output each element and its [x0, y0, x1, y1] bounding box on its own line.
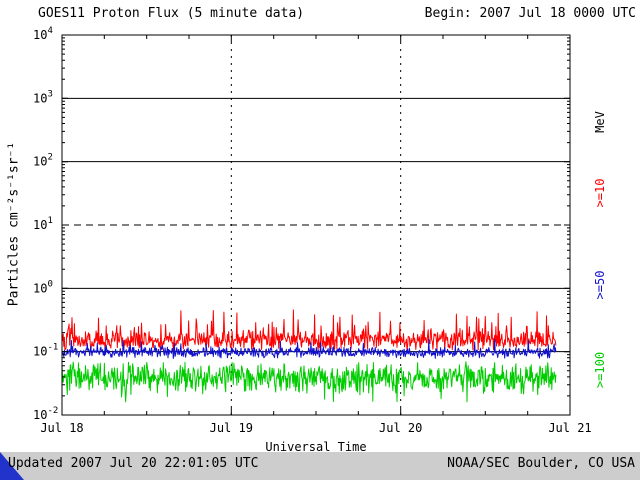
svg-text:Jul 21: Jul 21: [548, 421, 591, 435]
svg-text:102: 102: [33, 153, 53, 169]
corner-triangle-shape: [0, 452, 24, 480]
footer-bar: [0, 452, 640, 480]
y-axis-label: Particles cm⁻²s⁻¹sr⁻¹: [6, 141, 22, 307]
svg-text:10-2: 10-2: [33, 406, 58, 422]
right-axis-unit-label: MeV: [593, 111, 607, 133]
chart-title: GOES11 Proton Flux (5 minute data): [38, 6, 305, 21]
svg-text:103: 103: [33, 89, 53, 105]
svg-text:10-1: 10-1: [33, 343, 58, 359]
svg-text:Jul 18: Jul 18: [40, 421, 83, 435]
right-axis-series-label: >=100: [593, 351, 607, 389]
svg-text:101: 101: [33, 216, 53, 232]
svg-text:100: 100: [33, 279, 53, 295]
x-axis-label: Universal Time: [265, 440, 367, 454]
updated-timestamp-label: Updated 2007 Jul 20 22:01:05 UTC: [8, 456, 259, 471]
corner-triangle-decoration: [0, 452, 24, 480]
credit-label: NOAA/SEC Boulder, CO USA: [447, 456, 635, 471]
begin-time-label: Begin: 2007 Jul 18 0000 UTC: [424, 6, 636, 21]
svg-text:Jul 19: Jul 19: [210, 421, 253, 435]
right-axis-series-label: >=10: [593, 178, 607, 208]
svg-text:Jul 20: Jul 20: [379, 421, 422, 435]
svg-text:104: 104: [33, 26, 53, 42]
right-axis-series-label: >=50: [593, 270, 607, 300]
